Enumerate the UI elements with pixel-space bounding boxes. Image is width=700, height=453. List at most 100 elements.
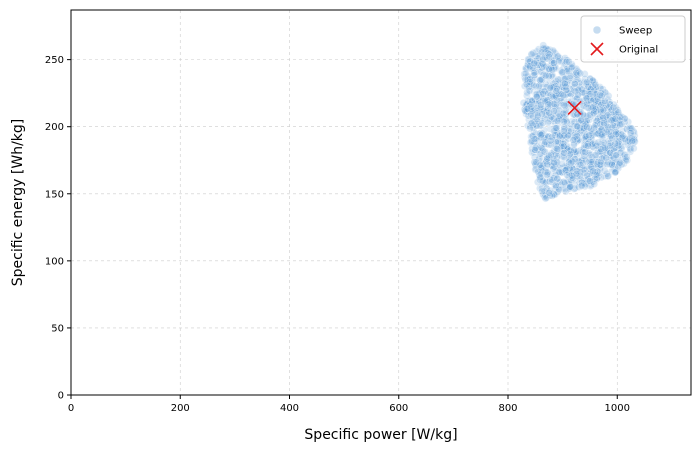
sweep-point	[614, 162, 622, 171]
sweep-point	[536, 160, 545, 169]
legend: Sweep Original	[580, 15, 686, 63]
sweep-series	[519, 41, 639, 203]
sweep-point	[531, 165, 540, 174]
sweep-point	[585, 90, 594, 98]
sweep-point	[581, 132, 590, 141]
sweep-point	[617, 120, 626, 129]
sweep-point	[558, 159, 566, 168]
sweep-point	[572, 68, 581, 77]
sweep-point	[566, 146, 575, 154]
sweep-point	[585, 123, 594, 132]
legend-original-marker	[590, 42, 604, 56]
sweep-point	[561, 166, 570, 175]
sweep-point	[537, 163, 546, 172]
sweep-point	[579, 101, 588, 110]
sweep-point	[577, 182, 586, 190]
sweep-point	[545, 52, 553, 61]
sweep-point	[560, 117, 568, 126]
sweep-point	[563, 79, 571, 88]
sweep-point	[603, 160, 611, 169]
sweep-point	[554, 57, 563, 66]
sweep-point	[550, 100, 559, 108]
sweep-point	[573, 167, 581, 175]
original-point-stroke	[567, 100, 582, 115]
sweep-point	[621, 156, 630, 165]
sweep-point	[553, 174, 562, 183]
sweep-point	[626, 129, 635, 137]
sweep-point	[572, 169, 581, 178]
sweep-point	[577, 115, 586, 124]
original-series	[567, 100, 582, 115]
sweep-point	[631, 137, 639, 146]
sweep-point	[616, 158, 624, 167]
y-tick-label: 150	[45, 189, 64, 200]
sweep-point	[552, 124, 560, 133]
sweep-point	[596, 160, 605, 169]
sweep-point	[526, 124, 534, 133]
sweep-point	[616, 148, 625, 157]
x-tick-label: 1000	[605, 403, 630, 414]
sweep-point	[536, 149, 545, 158]
sweep-point	[533, 178, 542, 186]
sweep-point	[560, 101, 568, 109]
sweep-point	[583, 100, 591, 108]
sweep-point	[580, 152, 589, 161]
sweep-point	[541, 73, 550, 82]
sweep-point	[545, 64, 554, 73]
sweep-point	[549, 154, 558, 163]
sweep-point	[539, 41, 548, 50]
sweep-point	[553, 144, 561, 153]
sweep-point	[552, 87, 561, 95]
sweep-point	[611, 130, 620, 139]
sweep-point	[560, 127, 568, 135]
sweep-point	[537, 131, 545, 139]
x-tick-label: 800	[498, 403, 517, 414]
sweep-point	[548, 92, 557, 101]
original-point	[567, 100, 582, 115]
sweep-point	[530, 69, 538, 77]
sweep-point	[585, 131, 593, 140]
sweep-point	[552, 123, 561, 132]
sweep-point	[532, 158, 541, 167]
sweep-point	[527, 50, 536, 58]
sweep-point	[530, 59, 538, 68]
sweep-point	[629, 144, 638, 153]
x-tick-label: 0	[68, 403, 74, 414]
sweep-point	[612, 128, 620, 137]
sweep-point	[597, 89, 606, 97]
sweep-point	[563, 171, 571, 179]
sweep-point	[553, 52, 562, 61]
sweep-point	[537, 143, 546, 152]
sweep-point	[612, 151, 621, 159]
sweep-point	[536, 103, 545, 112]
sweep-point	[530, 135, 539, 143]
sweep-point	[536, 76, 544, 85]
sweep-point	[576, 160, 585, 169]
sweep-point	[543, 160, 552, 169]
sweep-point	[614, 108, 623, 117]
sweep-point	[580, 141, 589, 149]
y-axis-ticks: 0 50 100 150 200 250	[45, 55, 71, 402]
sweep-point	[527, 119, 536, 128]
sweep-point	[611, 115, 620, 123]
sweep-point	[560, 123, 568, 132]
sweep-point	[548, 66, 557, 74]
sweep-point	[542, 184, 551, 193]
sweep-point	[533, 92, 541, 101]
sweep-point	[611, 168, 620, 177]
legend-sweep-label: Sweep	[619, 26, 652, 37]
sweep-point	[544, 100, 553, 109]
sweep-point	[523, 88, 531, 97]
sweep-point	[582, 123, 591, 131]
sweep-point	[584, 104, 593, 112]
sweep-point	[585, 177, 594, 186]
sweep-point	[588, 76, 597, 85]
plot-frame	[70, 9, 692, 396]
sweep-point	[594, 138, 603, 147]
sweep-point	[612, 151, 620, 160]
sweep-point	[548, 176, 557, 184]
sweep-point	[571, 87, 580, 96]
sweep-point	[558, 68, 567, 77]
y-tick-label: 0	[58, 391, 64, 402]
